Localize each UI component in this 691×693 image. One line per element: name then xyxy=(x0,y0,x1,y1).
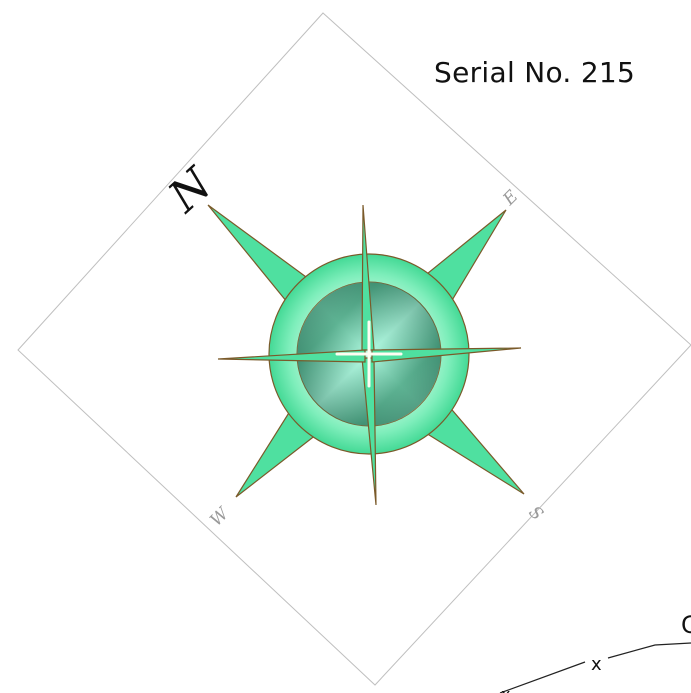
boundary-line xyxy=(499,642,691,693)
center-cross xyxy=(335,320,403,388)
line-marker-1: x xyxy=(591,654,602,675)
line-marker-2: x xyxy=(501,685,510,693)
cardinal-rays xyxy=(217,204,522,506)
ray-east xyxy=(371,347,522,363)
edge-text-fragment: C xyxy=(681,611,691,639)
serial-number-label: Serial No. 215 xyxy=(434,56,636,89)
ray-west xyxy=(217,349,366,363)
